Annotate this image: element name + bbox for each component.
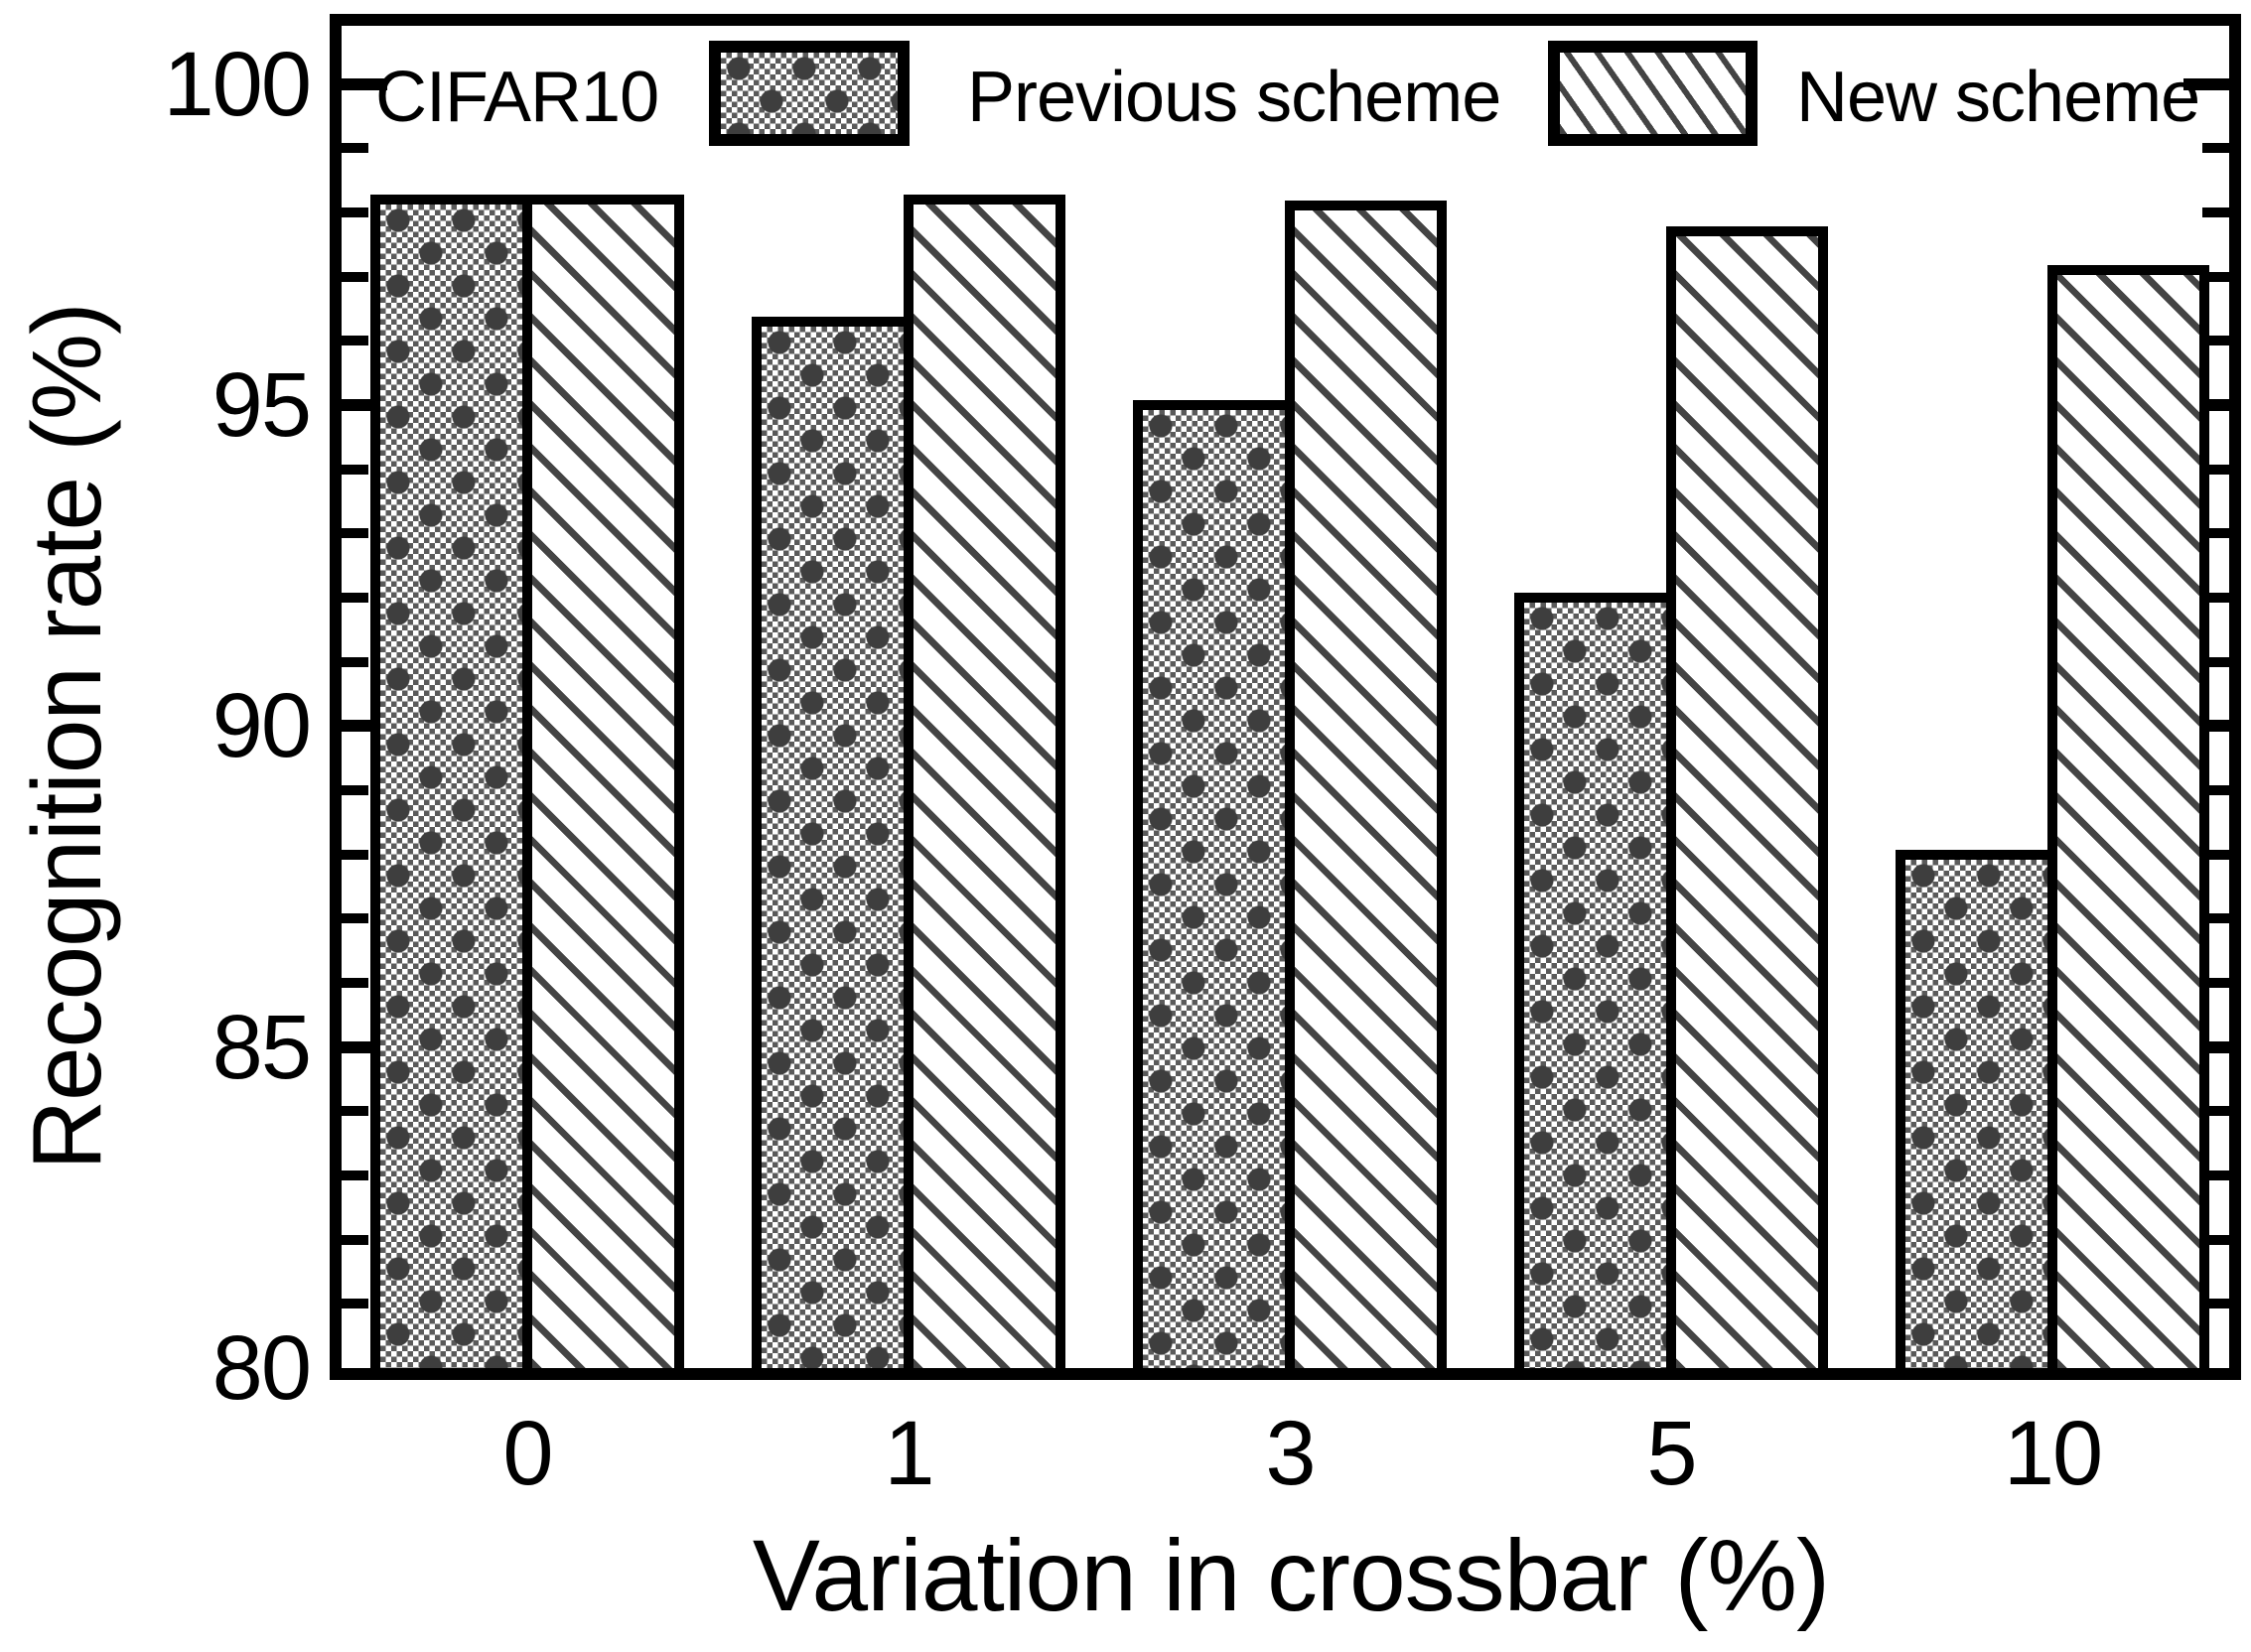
bar-previous-scheme-x1 <box>752 317 914 1368</box>
bar-group-10 <box>1896 265 2209 1368</box>
x-tick-label-5: 5 <box>1646 1403 1697 1504</box>
x-axis-title: Variation in crossbar (%) <box>752 1519 1830 1632</box>
minor-tick-right-93 <box>2202 528 2229 539</box>
bar-new-scheme-x3 <box>1285 201 1447 1368</box>
minor-tick-left-88 <box>342 849 368 860</box>
bar-previous-scheme-x5 <box>1514 593 1676 1368</box>
y-tick-label-80: 80 <box>211 1317 312 1419</box>
minor-tick-right-84 <box>2202 1106 2229 1117</box>
bar-group-1 <box>752 195 1065 1368</box>
minor-tick-right-89 <box>2202 784 2229 795</box>
plot-area <box>330 14 2241 1380</box>
minor-tick-right-88 <box>2202 849 2229 860</box>
minor-tick-left-87 <box>342 913 368 924</box>
x-tick-label-3: 3 <box>1265 1403 1316 1504</box>
bar-previous-scheme-x3 <box>1133 400 1295 1368</box>
minor-tick-left-91 <box>342 656 368 667</box>
bar-group-3 <box>1133 201 1447 1368</box>
bar-group-0 <box>370 195 684 1368</box>
minor-tick-right-99 <box>2202 143 2229 154</box>
legend-label-previous-scheme: Previous scheme <box>967 58 1501 137</box>
minor-tick-left-93 <box>342 528 368 539</box>
legend-label-new-scheme: New scheme <box>1796 58 2200 137</box>
y-tick-label-100: 100 <box>163 33 313 135</box>
bar-previous-scheme-x10 <box>1896 850 2057 1368</box>
legend-swatch-previous-scheme-icon <box>709 41 910 146</box>
minor-tick-right-86 <box>2202 977 2229 988</box>
minor-tick-left-96 <box>342 336 368 346</box>
minor-tick-left-83 <box>342 1170 368 1180</box>
bar-new-scheme-x5 <box>1666 226 1828 1368</box>
major-tick-right-100 <box>2183 77 2229 90</box>
legend-swatch-new-scheme-icon <box>1548 41 1758 146</box>
y-tick-label-95: 95 <box>211 353 312 456</box>
minor-tick-left-82 <box>342 1234 368 1245</box>
minor-tick-left-98 <box>342 206 368 217</box>
minor-tick-right-91 <box>2202 656 2229 667</box>
minor-tick-right-82 <box>2202 1234 2229 1245</box>
bar-group-5 <box>1514 226 1828 1368</box>
minor-tick-right-94 <box>2202 464 2229 475</box>
minor-tick-right-83 <box>2202 1170 2229 1180</box>
minor-tick-left-84 <box>342 1106 368 1117</box>
bar-new-scheme-x0 <box>522 195 684 1368</box>
bar-previous-scheme-x0 <box>370 195 532 1368</box>
minor-tick-right-96 <box>2202 336 2229 346</box>
minor-tick-left-94 <box>342 464 368 475</box>
minor-tick-left-86 <box>342 977 368 988</box>
major-tick-left-100 <box>342 77 387 90</box>
minor-tick-left-99 <box>342 143 368 154</box>
bar-new-scheme-x1 <box>904 195 1065 1368</box>
dataset-annotation: CIFAR10 <box>375 58 659 137</box>
minor-tick-right-92 <box>2202 592 2229 603</box>
x-tick-label-0: 0 <box>502 1403 553 1504</box>
minor-tick-left-97 <box>342 271 368 282</box>
minor-tick-left-92 <box>342 592 368 603</box>
y-tick-label-90: 90 <box>211 675 312 777</box>
minor-tick-right-81 <box>2202 1299 2229 1309</box>
minor-tick-left-89 <box>342 784 368 795</box>
minor-tick-right-98 <box>2202 206 2229 217</box>
minor-tick-left-81 <box>342 1299 368 1309</box>
minor-tick-right-97 <box>2202 271 2229 282</box>
y-tick-label-85: 85 <box>211 996 312 1098</box>
minor-tick-right-87 <box>2202 913 2229 924</box>
x-tick-label-1: 1 <box>884 1403 934 1504</box>
x-tick-label-10: 10 <box>2003 1403 2103 1504</box>
bar-new-scheme-x10 <box>2047 265 2209 1368</box>
